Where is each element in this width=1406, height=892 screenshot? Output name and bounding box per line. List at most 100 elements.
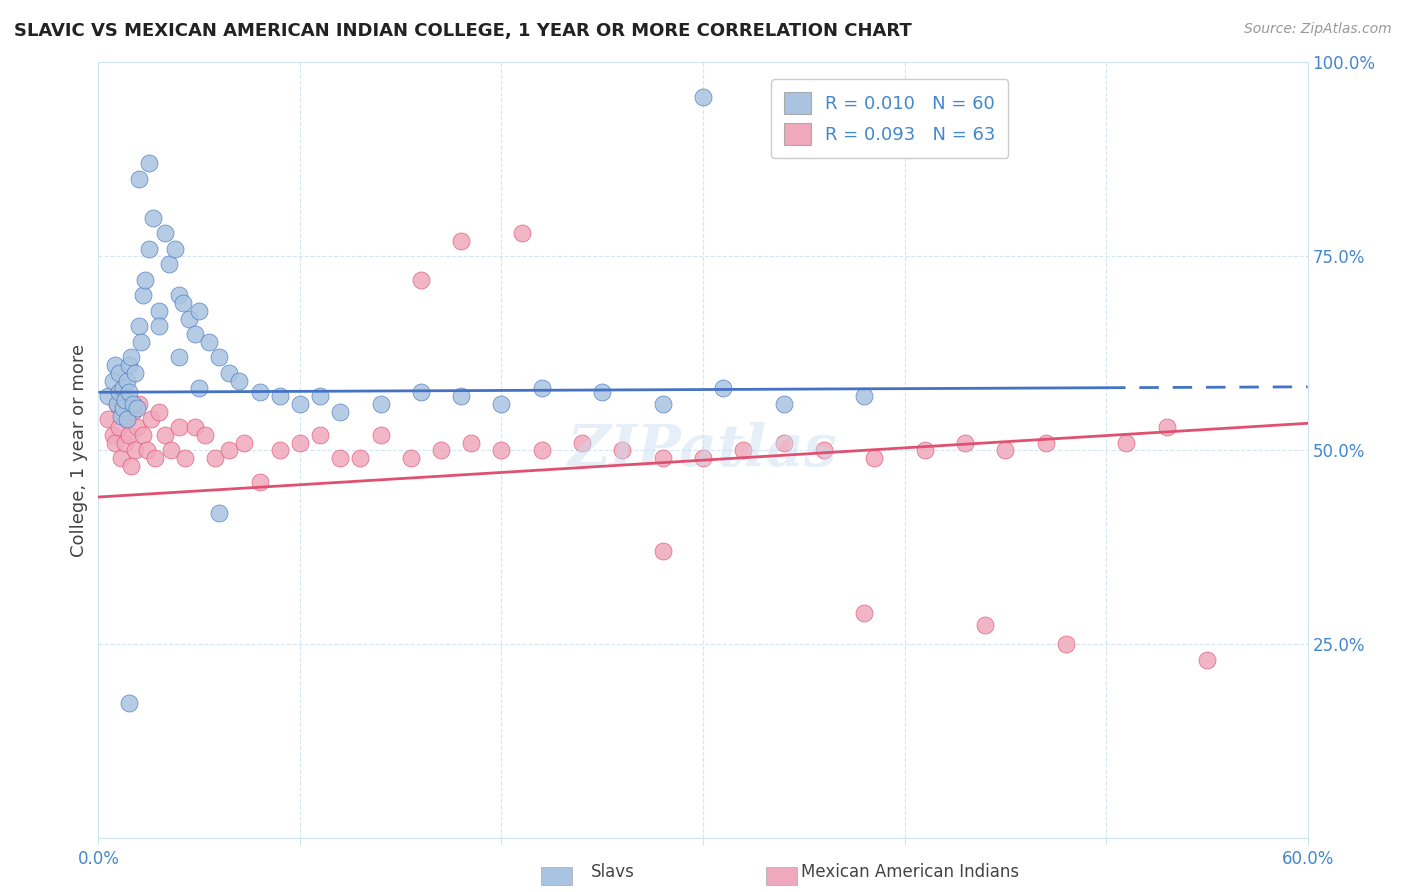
Point bbox=[115, 412, 138, 426]
Point bbox=[153, 428, 176, 442]
Point bbox=[111, 401, 134, 415]
Point bbox=[208, 506, 231, 520]
Point bbox=[370, 397, 392, 411]
Point bbox=[450, 234, 472, 248]
Point bbox=[269, 443, 291, 458]
Point bbox=[1115, 435, 1137, 450]
Point bbox=[218, 366, 240, 380]
Point bbox=[115, 374, 138, 388]
Point bbox=[107, 420, 129, 434]
Point bbox=[103, 358, 125, 372]
Point bbox=[184, 326, 207, 341]
Point bbox=[974, 618, 997, 632]
Point bbox=[772, 397, 794, 411]
Point bbox=[128, 319, 150, 334]
Point bbox=[1195, 653, 1218, 667]
Point bbox=[198, 334, 221, 349]
Point bbox=[450, 389, 472, 403]
Point bbox=[124, 366, 146, 380]
Point bbox=[138, 156, 160, 170]
Point bbox=[148, 405, 170, 419]
Point bbox=[105, 397, 128, 411]
Point bbox=[163, 242, 186, 256]
Point bbox=[125, 401, 148, 415]
Point bbox=[157, 257, 180, 271]
Point bbox=[172, 296, 194, 310]
Point bbox=[132, 428, 155, 442]
Point bbox=[994, 443, 1017, 458]
Point bbox=[953, 435, 976, 450]
Point bbox=[329, 451, 352, 466]
Point bbox=[249, 385, 271, 400]
Point bbox=[409, 273, 432, 287]
Point bbox=[121, 397, 143, 411]
Point bbox=[692, 90, 714, 104]
Text: Source: ZipAtlas.com: Source: ZipAtlas.com bbox=[1244, 22, 1392, 37]
Point bbox=[208, 351, 231, 365]
Point bbox=[174, 451, 197, 466]
Point bbox=[101, 374, 124, 388]
Point bbox=[349, 451, 371, 466]
Point bbox=[134, 273, 156, 287]
Point bbox=[370, 428, 392, 442]
Point bbox=[121, 405, 143, 419]
Point bbox=[914, 443, 936, 458]
Point bbox=[120, 458, 142, 473]
Text: Slavs: Slavs bbox=[591, 863, 634, 881]
Text: ZIPatlas: ZIPatlas bbox=[568, 422, 838, 479]
Point bbox=[188, 381, 211, 395]
Point bbox=[110, 409, 132, 423]
Point bbox=[1156, 420, 1178, 434]
Point bbox=[591, 385, 613, 400]
Point bbox=[148, 303, 170, 318]
Point bbox=[309, 428, 332, 442]
Text: Mexican American Indians: Mexican American Indians bbox=[801, 863, 1019, 881]
Point bbox=[115, 412, 138, 426]
Point bbox=[651, 544, 673, 558]
Point bbox=[530, 381, 553, 395]
Point bbox=[288, 397, 311, 411]
Point bbox=[491, 443, 513, 458]
Point bbox=[105, 397, 128, 411]
Point bbox=[1035, 435, 1057, 450]
Point bbox=[160, 443, 183, 458]
Point bbox=[167, 351, 190, 365]
Point bbox=[853, 607, 876, 621]
Point bbox=[430, 443, 453, 458]
Point bbox=[711, 381, 734, 395]
Point bbox=[409, 385, 432, 400]
Point bbox=[118, 696, 141, 710]
Point bbox=[114, 392, 136, 407]
Point bbox=[132, 288, 155, 302]
Point bbox=[249, 475, 271, 489]
Point bbox=[124, 443, 146, 458]
Point bbox=[120, 351, 142, 365]
Legend: R = 0.010   N = 60, R = 0.093   N = 63: R = 0.010 N = 60, R = 0.093 N = 63 bbox=[770, 79, 1008, 158]
Point bbox=[510, 226, 533, 240]
Point bbox=[863, 451, 886, 466]
Point bbox=[167, 420, 190, 434]
Point bbox=[148, 319, 170, 334]
Point bbox=[853, 389, 876, 403]
Point bbox=[571, 435, 593, 450]
Point bbox=[139, 412, 162, 426]
Point bbox=[232, 435, 254, 450]
Point bbox=[128, 171, 150, 186]
Point bbox=[107, 366, 129, 380]
Point bbox=[399, 451, 422, 466]
Point bbox=[97, 389, 120, 403]
Point bbox=[218, 443, 240, 458]
Point bbox=[530, 443, 553, 458]
Point bbox=[129, 334, 152, 349]
Point bbox=[329, 405, 352, 419]
Y-axis label: College, 1 year or more: College, 1 year or more bbox=[70, 344, 89, 557]
Point bbox=[118, 428, 141, 442]
Point bbox=[188, 303, 211, 318]
Point bbox=[772, 435, 794, 450]
Point bbox=[118, 385, 141, 400]
Point bbox=[111, 397, 134, 411]
Text: SLAVIC VS MEXICAN AMERICAN INDIAN COLLEGE, 1 YEAR OR MORE CORRELATION CHART: SLAVIC VS MEXICAN AMERICAN INDIAN COLLEG… bbox=[14, 22, 912, 40]
Point bbox=[114, 435, 136, 450]
Point bbox=[813, 443, 835, 458]
Point bbox=[1054, 637, 1077, 651]
